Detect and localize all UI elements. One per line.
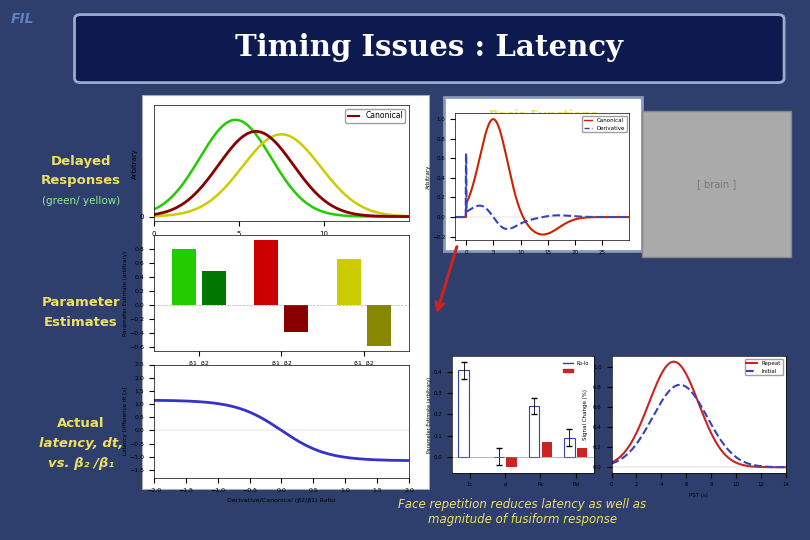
- Bar: [564, 437, 574, 457]
- Initial: [781, 464, 791, 470]
- Y-axis label: Arbitrary: Arbitrary: [426, 165, 431, 189]
- Bar: [642, 111, 791, 256]
- Text: Parameter: Parameter: [41, 296, 121, 309]
- Text: Actual: Actual: [58, 417, 104, 430]
- Bar: [284, 305, 309, 332]
- Bar: [142, 94, 429, 489]
- Bar: [254, 240, 279, 305]
- Repeat: [608, 459, 617, 465]
- Y-axis label: Parameter Estimate (arbitrary): Parameter Estimate (arbitrary): [427, 376, 432, 453]
- Text: Face repetition reduces latency as well as
magnitude of fusiform response: Face repetition reduces latency as well …: [399, 498, 646, 526]
- Y-axis label: Parameter Estimate (arbitrary): Parameter Estimate (arbitrary): [122, 251, 128, 335]
- Y-axis label: Arbitrary: Arbitrary: [132, 148, 139, 179]
- Legend: Canonical: Canonical: [345, 109, 405, 123]
- Legend: Repeat, Initial: Repeat, Initial: [744, 359, 783, 375]
- Line: Repeat: Repeat: [612, 362, 786, 467]
- Bar: [529, 406, 539, 457]
- Y-axis label: Latency Difference dt [s]: Latency Difference dt [s]: [123, 387, 128, 455]
- Text: Estimates: Estimates: [44, 316, 118, 329]
- Repeat: [714, 443, 723, 450]
- Text: Timing Issues : Latency: Timing Issues : Latency: [235, 33, 624, 62]
- Initial: [675, 382, 684, 388]
- Initial: [608, 460, 617, 467]
- Repeat: [711, 438, 721, 445]
- Bar: [458, 370, 469, 457]
- FancyBboxPatch shape: [75, 15, 784, 83]
- Initial: [765, 464, 775, 470]
- X-axis label: Derivative/Canonical (β2/β1) Ratio: Derivative/Canonical (β2/β1) Ratio: [227, 498, 336, 503]
- Initial: [711, 429, 721, 435]
- Bar: [367, 305, 391, 346]
- Legend: Canonical, Derivative: Canonical, Derivative: [582, 116, 627, 132]
- Bar: [444, 97, 642, 251]
- Bar: [542, 442, 552, 457]
- Repeat: [607, 460, 616, 466]
- Text: vs. β₂ /β₁: vs. β₂ /β₁: [48, 457, 114, 470]
- Text: [ brain ]: [ brain ]: [697, 179, 736, 188]
- Bar: [172, 248, 196, 305]
- Legend: Ro-lo, : Ro-lo,: [561, 359, 591, 375]
- Repeat: [754, 464, 764, 470]
- Bar: [202, 271, 226, 305]
- Initial: [714, 434, 723, 440]
- X-axis label: PST (s): PST (s): [689, 493, 708, 498]
- Bar: [506, 457, 517, 467]
- Text: FIL: FIL: [11, 12, 34, 26]
- Bar: [337, 259, 361, 305]
- Repeat: [710, 438, 720, 444]
- Repeat: [765, 464, 775, 470]
- X-axis label: PST (s): PST (s): [270, 242, 293, 249]
- Text: Responses: Responses: [41, 174, 121, 187]
- Text: Delayed: Delayed: [51, 156, 111, 168]
- Bar: [577, 448, 587, 457]
- Y-axis label: Signal Change (%): Signal Change (%): [582, 389, 587, 440]
- Initial: [754, 463, 764, 469]
- Repeat: [669, 359, 679, 365]
- Repeat: [781, 464, 791, 470]
- Line: Initial: Initial: [612, 385, 786, 467]
- Text: (green/ yellow): (green/ yellow): [42, 196, 120, 206]
- Initial: [710, 428, 720, 435]
- Initial: [607, 461, 616, 467]
- Text: latency, dt,: latency, dt,: [39, 437, 123, 450]
- Text: Basis Functions: Basis Functions: [488, 109, 598, 122]
